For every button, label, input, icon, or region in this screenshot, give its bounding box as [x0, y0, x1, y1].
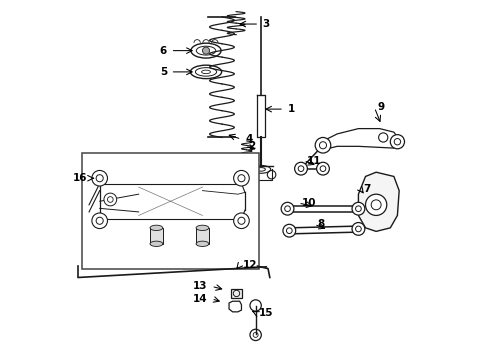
Bar: [82, 153, 259, 269]
Circle shape: [281, 202, 294, 215]
Text: 3: 3: [263, 19, 270, 29]
Circle shape: [92, 170, 107, 186]
Circle shape: [234, 213, 249, 229]
Ellipse shape: [196, 241, 209, 247]
Circle shape: [234, 170, 249, 186]
Bar: [231, 289, 242, 298]
Ellipse shape: [196, 225, 209, 230]
Text: 5: 5: [160, 67, 167, 77]
Text: 16: 16: [73, 173, 87, 183]
Circle shape: [391, 135, 405, 149]
Text: 13: 13: [193, 281, 208, 291]
Text: 15: 15: [259, 308, 274, 318]
Text: 6: 6: [160, 46, 167, 56]
Circle shape: [366, 194, 387, 215]
Text: 1: 1: [288, 104, 295, 114]
Circle shape: [202, 47, 210, 54]
Text: 4: 4: [245, 134, 252, 144]
Circle shape: [317, 162, 329, 175]
Circle shape: [352, 202, 365, 215]
Circle shape: [294, 162, 307, 175]
Ellipse shape: [150, 241, 163, 247]
Circle shape: [92, 213, 107, 229]
Circle shape: [352, 222, 365, 235]
Text: 10: 10: [302, 198, 316, 208]
Text: 11: 11: [307, 156, 321, 166]
Polygon shape: [358, 172, 399, 231]
Text: 12: 12: [243, 260, 258, 270]
Text: 14: 14: [193, 294, 208, 304]
Bar: [196, 228, 209, 244]
Text: 7: 7: [364, 184, 371, 194]
Circle shape: [104, 193, 117, 206]
Text: 2: 2: [248, 141, 256, 151]
Bar: [150, 228, 163, 244]
Text: 9: 9: [378, 102, 385, 112]
Text: 8: 8: [318, 219, 325, 229]
Circle shape: [283, 224, 295, 237]
Circle shape: [315, 138, 331, 153]
Ellipse shape: [150, 225, 163, 230]
